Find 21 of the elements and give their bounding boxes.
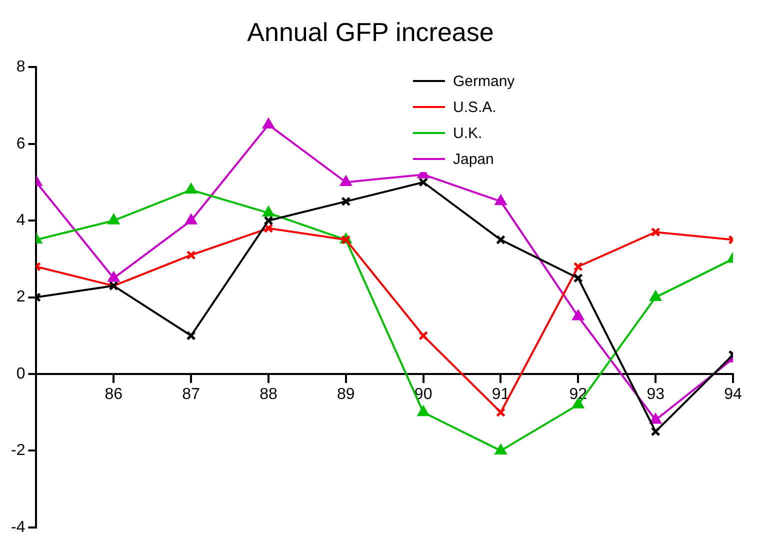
y-tick-label: -4 — [10, 518, 26, 536]
legend-label: U.S.A. — [453, 98, 496, 116]
x-tick-label: 93 — [646, 386, 665, 404]
y-tick-label: 4 — [16, 212, 26, 230]
x-tick-label: 92 — [569, 386, 588, 404]
y-tick-label: 0 — [16, 365, 26, 382]
x-tick-label: 86 — [104, 386, 123, 404]
y-tick-label: 2 — [16, 288, 26, 306]
x-tick-label: 87 — [182, 386, 200, 404]
x-tick-label: 91 — [492, 386, 510, 404]
x-tick-label: 89 — [337, 386, 355, 404]
legend-label: Germany — [453, 72, 515, 90]
x-tick-label: 88 — [260, 386, 278, 404]
x-tick-label: 94 — [724, 386, 742, 404]
y-tick-label: 6 — [16, 135, 26, 152]
legend-label: U.K. — [453, 124, 482, 142]
y-tick-label: -2 — [10, 442, 26, 460]
y-tick-label: 8 — [16, 58, 26, 76]
chart-title: Annual GFP increase — [247, 16, 494, 47]
legend-label: Japan — [453, 150, 494, 168]
x-tick-label: 90 — [414, 386, 432, 404]
